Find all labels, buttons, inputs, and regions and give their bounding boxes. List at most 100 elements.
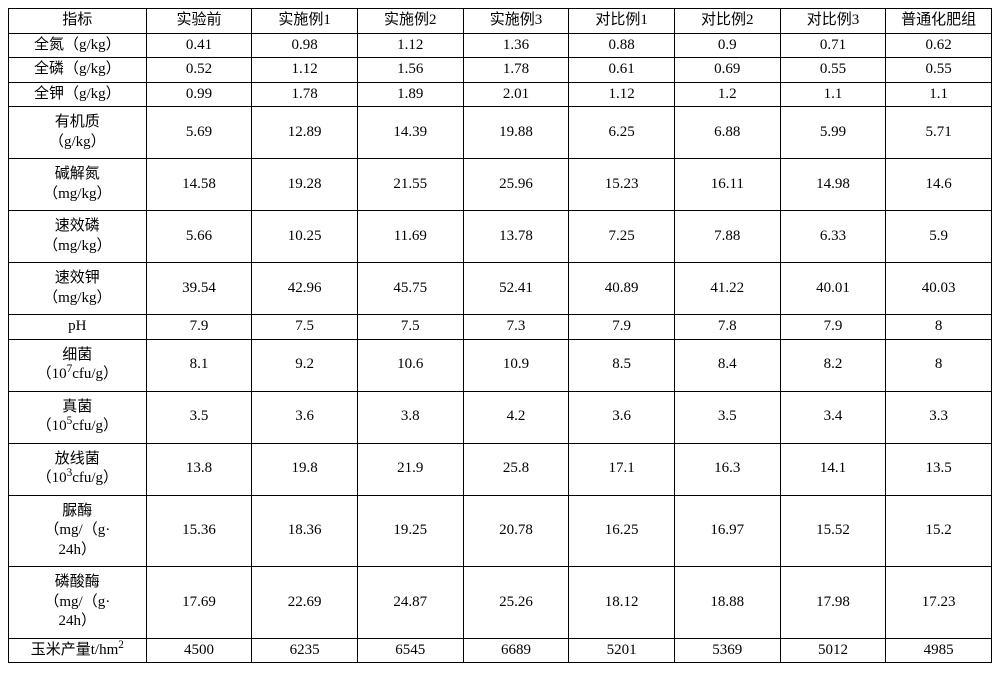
data-cell: 3.5	[674, 391, 780, 443]
indicator-cell: 全磷（g/kg）	[9, 58, 147, 83]
data-cell: 2.01	[463, 82, 569, 107]
data-cell: 5.69	[146, 107, 252, 159]
data-cell: 14.39	[357, 107, 463, 159]
data-cell: 16.97	[674, 495, 780, 567]
data-cell: 16.3	[674, 443, 780, 495]
data-cell: 18.12	[569, 567, 675, 639]
data-cell: 7.8	[674, 315, 780, 340]
data-cell: 8	[886, 315, 992, 340]
data-cell: 0.62	[886, 33, 992, 58]
indicator-cell: 玉米产量t/hm2	[9, 638, 147, 663]
data-cell: 15.2	[886, 495, 992, 567]
table-body: 全氮（g/kg）0.410.981.121.360.880.90.710.62全…	[9, 33, 992, 663]
data-cell: 0.99	[146, 82, 252, 107]
data-cell: 42.96	[252, 263, 358, 315]
indicator-cell: 全氮（g/kg）	[9, 33, 147, 58]
data-cell: 17.23	[886, 567, 992, 639]
data-cell: 7.25	[569, 211, 675, 263]
table-row: 速效钾（mg/kg）39.5442.9645.7552.4140.8941.22…	[9, 263, 992, 315]
data-cell: 40.03	[886, 263, 992, 315]
table-row: 全钾（g/kg）0.991.781.892.011.121.21.11.1	[9, 82, 992, 107]
data-cell: 14.98	[780, 159, 886, 211]
data-cell: 19.25	[357, 495, 463, 567]
data-cell: 3.4	[780, 391, 886, 443]
data-cell: 3.3	[886, 391, 992, 443]
data-cell: 24.87	[357, 567, 463, 639]
data-cell: 1.89	[357, 82, 463, 107]
indicator-cell: 细菌（107cfu/g）	[9, 339, 147, 391]
data-cell: 7.9	[569, 315, 675, 340]
data-cell: 6545	[357, 638, 463, 663]
data-cell: 4500	[146, 638, 252, 663]
data-cell: 1.12	[569, 82, 675, 107]
indicator-cell: 脲酶（mg/（g·24h）	[9, 495, 147, 567]
table-row: 全磷（g/kg）0.521.121.561.780.610.690.550.55	[9, 58, 992, 83]
data-cell: 21.9	[357, 443, 463, 495]
data-cell: 0.61	[569, 58, 675, 83]
data-cell: 18.88	[674, 567, 780, 639]
data-cell: 17.98	[780, 567, 886, 639]
data-cell: 11.69	[357, 211, 463, 263]
data-table: 指标实验前实施例1实施例2实施例3对比例1对比例2对比例3普通化肥组 全氮（g/…	[8, 8, 992, 663]
data-cell: 1.36	[463, 33, 569, 58]
table-row: 放线菌（103cfu/g）13.819.821.925.817.116.314.…	[9, 443, 992, 495]
indicator-cell: 碱解氮（mg/kg）	[9, 159, 147, 211]
data-cell: 0.71	[780, 33, 886, 58]
data-cell: 1.78	[463, 58, 569, 83]
data-cell: 14.58	[146, 159, 252, 211]
data-cell: 52.41	[463, 263, 569, 315]
data-cell: 0.69	[674, 58, 780, 83]
data-cell: 7.9	[146, 315, 252, 340]
column-header: 实施例2	[357, 9, 463, 34]
data-cell: 1.12	[357, 33, 463, 58]
data-cell: 0.55	[886, 58, 992, 83]
data-cell: 21.55	[357, 159, 463, 211]
data-cell: 8.2	[780, 339, 886, 391]
indicator-cell: 磷酸酶（mg/（g·24h）	[9, 567, 147, 639]
data-cell: 40.89	[569, 263, 675, 315]
data-cell: 20.78	[463, 495, 569, 567]
column-header: 实验前	[146, 9, 252, 34]
data-cell: 0.41	[146, 33, 252, 58]
data-cell: 19.28	[252, 159, 358, 211]
data-cell: 13.8	[146, 443, 252, 495]
data-cell: 8.4	[674, 339, 780, 391]
data-cell: 5.66	[146, 211, 252, 263]
data-cell: 3.5	[146, 391, 252, 443]
data-cell: 12.89	[252, 107, 358, 159]
data-cell: 8.1	[146, 339, 252, 391]
table-row: 真菌（105cfu/g）3.53.63.84.23.63.53.43.3	[9, 391, 992, 443]
table-row: 磷酸酶（mg/（g·24h）17.6922.6924.8725.2618.121…	[9, 567, 992, 639]
data-cell: 8.5	[569, 339, 675, 391]
data-cell: 1.56	[357, 58, 463, 83]
table-row: pH7.97.57.57.37.97.87.98	[9, 315, 992, 340]
data-cell: 0.55	[780, 58, 886, 83]
table-row: 细菌（107cfu/g）8.19.210.610.98.58.48.28	[9, 339, 992, 391]
data-cell: 17.1	[569, 443, 675, 495]
table-row: 碱解氮（mg/kg）14.5819.2821.5525.9615.2316.11…	[9, 159, 992, 211]
data-cell: 8	[886, 339, 992, 391]
data-cell: 10.25	[252, 211, 358, 263]
data-cell: 5.9	[886, 211, 992, 263]
data-cell: 3.6	[569, 391, 675, 443]
data-cell: 0.52	[146, 58, 252, 83]
data-cell: 5012	[780, 638, 886, 663]
table-row: 速效磷（mg/kg）5.6610.2511.6913.787.257.886.3…	[9, 211, 992, 263]
indicator-cell: 放线菌（103cfu/g）	[9, 443, 147, 495]
indicator-cell: 真菌（105cfu/g）	[9, 391, 147, 443]
data-cell: 7.88	[674, 211, 780, 263]
data-cell: 10.9	[463, 339, 569, 391]
column-header: 对比例3	[780, 9, 886, 34]
data-cell: 25.96	[463, 159, 569, 211]
data-cell: 1.1	[886, 82, 992, 107]
data-cell: 41.22	[674, 263, 780, 315]
data-cell: 25.8	[463, 443, 569, 495]
data-cell: 18.36	[252, 495, 358, 567]
column-header: 普通化肥组	[886, 9, 992, 34]
data-cell: 22.69	[252, 567, 358, 639]
data-cell: 6689	[463, 638, 569, 663]
table-header-row: 指标实验前实施例1实施例2实施例3对比例1对比例2对比例3普通化肥组	[9, 9, 992, 34]
data-cell: 17.69	[146, 567, 252, 639]
data-cell: 0.9	[674, 33, 780, 58]
indicator-cell: 速效钾（mg/kg）	[9, 263, 147, 315]
